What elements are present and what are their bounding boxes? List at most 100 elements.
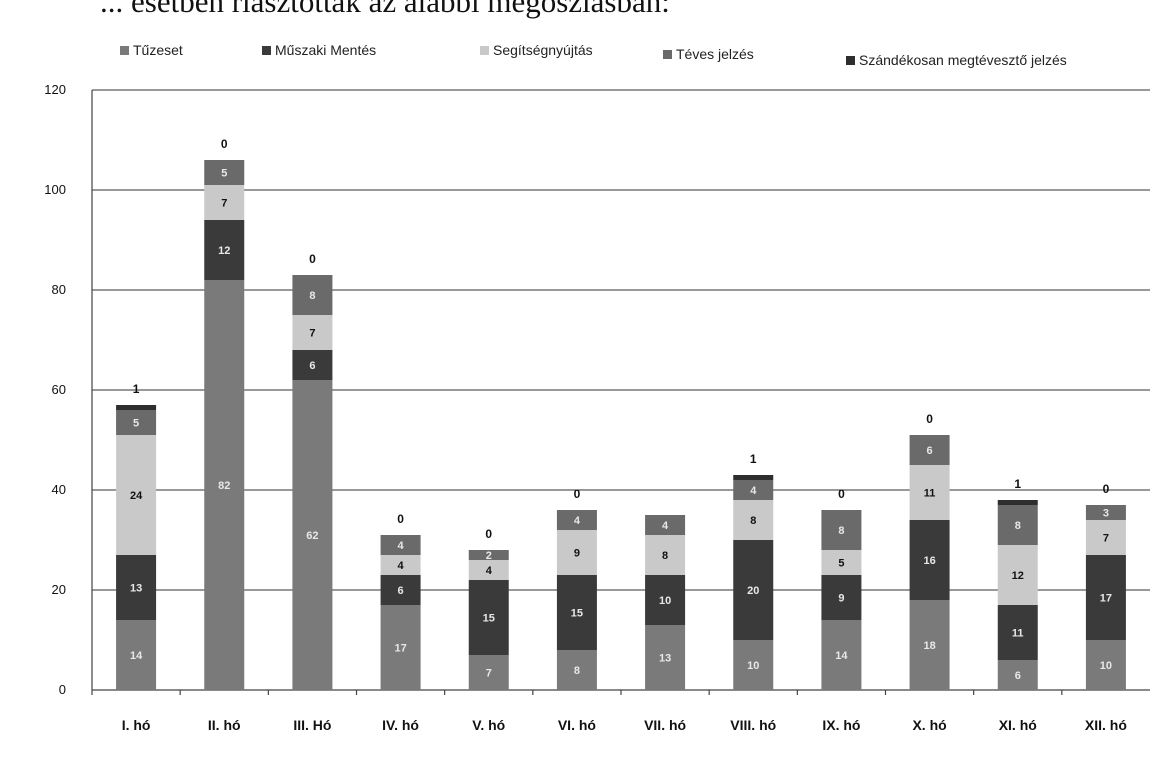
bar-segment [645,625,686,690]
bar-segment [116,555,157,620]
bar-segment [645,575,686,625]
bar-segment [821,550,862,575]
x-tick-label: IV. hó [382,717,419,733]
bar-segment [116,435,157,555]
x-tick-label: X. hó [912,717,946,733]
data-label: 4 [398,560,405,572]
y-tick-label: 60 [52,382,66,397]
bar-segment [116,410,157,435]
data-label: 7 [309,328,315,340]
y-tick-label: 0 [59,682,66,697]
legend-swatch [262,45,271,55]
bar-segment [556,510,597,530]
bar-segment [116,405,157,410]
data-label: 8 [309,290,315,302]
bar-segment [909,465,950,520]
bar-segment [909,520,950,600]
legend-item-tuzeset: Tűzeset [120,42,183,58]
bar-segment [997,500,1038,505]
x-tick-label: I. hó [122,717,151,733]
x-tick-label: VIII. hó [730,717,776,733]
data-label: 14 [130,650,143,662]
bar-segment [821,510,862,550]
bar-segment [997,505,1038,545]
data-label: 6 [927,445,933,457]
data-label: 8 [662,550,668,562]
legend-item-teves-jelzes: Téves jelzés [663,46,754,62]
legend-label: Tűzeset [133,42,183,58]
bar-segment [733,475,774,480]
legend-label: Téves jelzés [676,46,754,62]
y-tick-label: 100 [44,182,66,197]
data-label: 20 [747,585,759,597]
x-tick-label: XII. hó [1085,717,1127,733]
data-label: 9 [838,593,844,605]
bar-segment [292,380,333,690]
top-data-label: 0 [1103,482,1110,496]
x-tick-label: IX. hó [822,717,860,733]
legend-swatch [846,55,855,65]
data-label: 62 [306,530,318,542]
legend-swatch [120,45,129,55]
bar-segment [645,535,686,575]
data-label: 8 [838,525,844,537]
bar-segment [733,540,774,640]
bar-segment [468,655,509,690]
bar-segment [997,660,1038,690]
data-label: 8 [574,665,580,677]
data-label: 13 [659,653,671,665]
data-label: 7 [1103,533,1109,545]
data-label: 17 [394,643,406,655]
bar-segment [1085,555,1126,640]
top-data-label: 1 [750,452,757,466]
bar-segment [204,220,245,280]
x-tick-label: III. Hó [293,717,331,733]
bar-segment [556,530,597,575]
bar-segment [909,435,950,465]
bar-segment [821,620,862,690]
bar-segment [733,500,774,540]
data-label: 12 [1012,570,1024,582]
bar-segment [380,555,421,575]
bar-segment [468,560,509,580]
data-label: 82 [218,480,230,492]
data-label: 5 [221,168,227,180]
bar-segment [204,160,245,185]
data-label: 10 [1100,660,1112,672]
data-label: 6 [1015,670,1021,682]
legend-label: Műszaki Mentés [275,42,377,58]
bars [116,160,1126,690]
data-label: 4 [486,565,493,577]
data-label: 18 [923,640,935,652]
top-data-label: 0 [221,137,228,151]
page-heading: ... esetben riasztották az alábbi megosz… [100,0,670,19]
bar-segment [292,275,333,315]
bar-segment [997,605,1038,660]
bar-segment [380,605,421,690]
bar-segment [468,580,509,655]
data-label: 15 [571,608,583,620]
data-label: 10 [659,595,671,607]
legend-label: Segítségnyújtás [493,42,593,58]
data-label: 9 [574,548,580,560]
chart-legend: Tűzeset Műszaki Mentés Segítségnyújtás T… [0,42,1166,82]
data-label: 17 [1100,593,1112,605]
bar-segment [468,550,509,560]
bar-segment [556,575,597,650]
data-label: 15 [483,613,495,625]
x-tick-label: VI. hó [558,717,596,733]
data-label: 4 [574,515,581,527]
data-label: 12 [218,245,230,257]
data-label: 11 [1012,628,1024,640]
bar-segment [556,650,597,690]
data-label: 13 [130,583,142,595]
data-label: 5 [838,558,844,570]
y-tick-label: 120 [44,82,66,97]
x-tick-label: VII. hó [644,717,686,733]
legend-swatch [480,45,489,55]
y-tick-label: 80 [52,282,66,297]
bar-segment [116,620,157,690]
